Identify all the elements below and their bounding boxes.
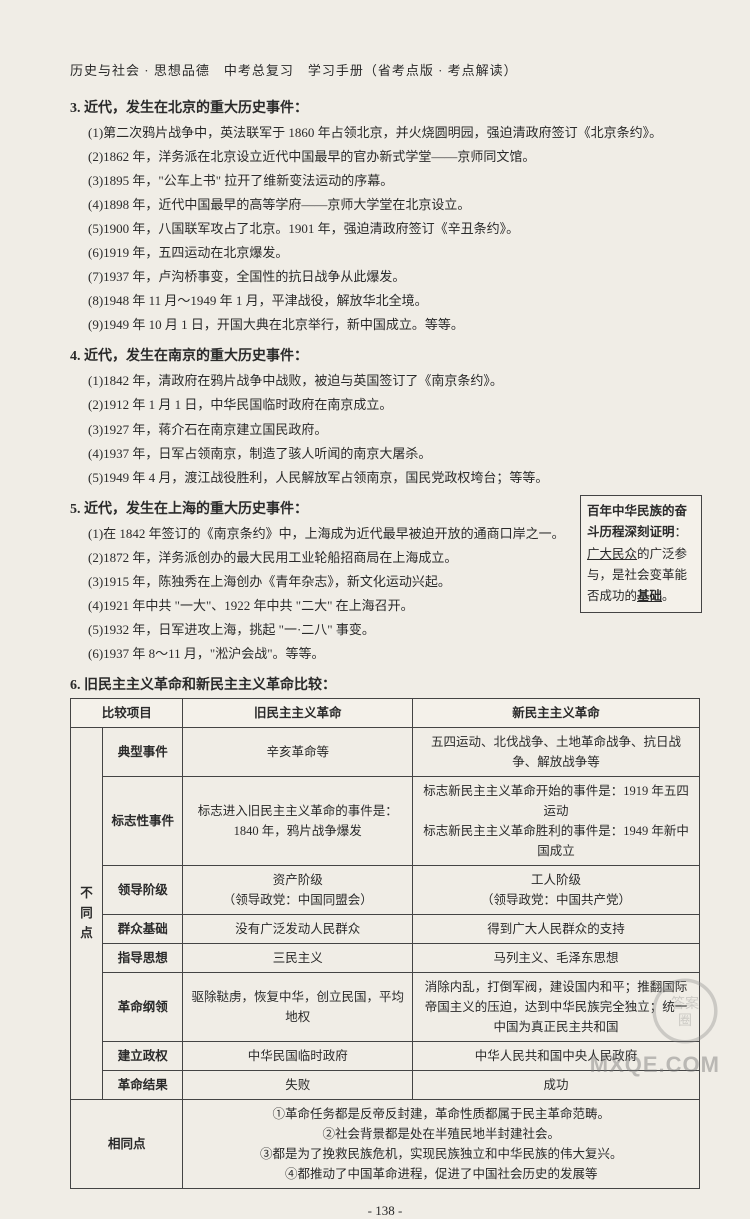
old-cell: 失败 bbox=[183, 1070, 413, 1099]
section-3-item: (5)1900 年，八国联军攻占了北京。1901 年，强迫清政府签订《辛丑条约》… bbox=[70, 217, 700, 241]
section-3-item: (9)1949 年 10 月 1 日，开国大典在北京举行，新中国成立。等等。 bbox=[70, 313, 700, 337]
table-row: 领导阶级资产阶级（领导政党：中国同盟会）工人阶级（领导政党：中国共产党） bbox=[71, 865, 700, 914]
section-5-item: (6)1937 年 8～11 月，"淞沪会战"。等等。 bbox=[70, 642, 700, 666]
new-cell: 得到广大人民群众的支持 bbox=[413, 914, 700, 943]
section-3-item: (6)1919 年，五四运动在北京爆发。 bbox=[70, 241, 700, 265]
old-cell: 中华民国临时政府 bbox=[183, 1041, 413, 1070]
old-cell: 驱除鞑虏，恢复中华，创立民国，平均地权 bbox=[183, 972, 413, 1041]
page-number: - 138 - bbox=[70, 1203, 700, 1219]
row-label: 典型事件 bbox=[103, 727, 183, 776]
new-cell: 工人阶级（领导政党：中国共产党） bbox=[413, 865, 700, 914]
section-4-title: 4. 近代，发生在南京的重大历史事件： bbox=[70, 345, 700, 365]
diff-group-label: 不同点 bbox=[71, 727, 103, 1099]
table-header-row: 比较项目 旧民主主义革命 新民主主义革命 bbox=[71, 698, 700, 727]
section-3-item: (4)1898 年，近代中国最早的高等学府——京师大学堂在北京设立。 bbox=[70, 193, 700, 217]
section-4-item: (5)1949 年 4 月，渡江战役胜利，人民解放军占领南京，国民党政权垮台；等… bbox=[70, 466, 700, 490]
callout-text: 百年中华民族的奋斗历程深刻证明 bbox=[587, 504, 687, 539]
section-3-item: (1)第二次鸦片战争中，英法联军于 1860 年占领北京，并火烧圆明园，强迫清政… bbox=[70, 121, 700, 145]
th-old: 旧民主主义革命 bbox=[183, 698, 413, 727]
callout-underline-1: 广大民众 bbox=[587, 547, 637, 561]
old-cell: 资产阶级（领导政党：中国同盟会） bbox=[183, 865, 413, 914]
table-row: 标志性事件标志进入旧民主主义革命的事件是：1840 年，鸦片战争爆发标志新民主主… bbox=[71, 776, 700, 865]
section-5-item: (5)1932 年，日军进攻上海，挑起 "一·二八" 事变。 bbox=[70, 618, 700, 642]
section-3-title: 3. 近代，发生在北京的重大历史事件： bbox=[70, 97, 700, 117]
section-3-item: (8)1948 年 11 月～1949 年 1 月，平津战役，解放华北全境。 bbox=[70, 289, 700, 313]
svg-text:答案: 答案 bbox=[671, 995, 699, 1012]
table-row: 指导思想三民主义马列主义、毛泽东思想 bbox=[71, 943, 700, 972]
same-label: 相同点 bbox=[71, 1099, 183, 1188]
th-new: 新民主主义革命 bbox=[413, 698, 700, 727]
section-3-item: (7)1937 年，卢沟桥事变，全国性的抗日战争从此爆发。 bbox=[70, 265, 700, 289]
row-label: 指导思想 bbox=[103, 943, 183, 972]
section-4-item: (1)1842 年，清政府在鸦片战争中战败，被迫与英国签订了《南京条约》。 bbox=[70, 369, 700, 393]
comparison-table: 比较项目 旧民主主义革命 新民主主义革命 不同点典型事件辛亥革命等五四运动、北伐… bbox=[70, 698, 700, 1189]
th-compare: 比较项目 bbox=[71, 698, 183, 727]
section-4-item: (4)1937 年，日军占领南京，制造了骇人听闻的南京大屠杀。 bbox=[70, 442, 700, 466]
old-cell: 没有广泛发动人民群众 bbox=[183, 914, 413, 943]
old-cell: 辛亥革命等 bbox=[183, 727, 413, 776]
table-row: 不同点典型事件辛亥革命等五四运动、北伐战争、土地革命战争、抗日战争、解放战争等 bbox=[71, 727, 700, 776]
row-label: 标志性事件 bbox=[103, 776, 183, 865]
new-cell: 马列主义、毛泽东思想 bbox=[413, 943, 700, 972]
section-4-item: (2)1912 年 1 月 1 日，中华民国临时政府在南京成立。 bbox=[70, 393, 700, 417]
watermark-badge-icon: 答案 圈 bbox=[650, 976, 720, 1046]
section-4-item: (3)1927 年，蒋介石在南京建立国民政府。 bbox=[70, 418, 700, 442]
same-content: ①革命任务都是反帝反封建，革命性质都属于民主革命范畴。②社会背景都是处在半殖民地… bbox=[183, 1099, 700, 1188]
new-cell: 五四运动、北伐战争、土地革命战争、抗日战争、解放战争等 bbox=[413, 727, 700, 776]
callout-end: 。 bbox=[662, 589, 675, 603]
watermark-text: MXQE.COM bbox=[590, 1052, 720, 1078]
section-3-item: (3)1895 年，"公车上书" 拉开了维新变法运动的序幕。 bbox=[70, 169, 700, 193]
row-label: 革命纲领 bbox=[103, 972, 183, 1041]
row-label: 领导阶级 bbox=[103, 865, 183, 914]
table-row: 群众基础没有广泛发动人民群众得到广大人民群众的支持 bbox=[71, 914, 700, 943]
new-cell: 标志新民主主义革命开始的事件是：1919 年五四运动标志新民主主义革命胜利的事件… bbox=[413, 776, 700, 865]
row-label: 建立政权 bbox=[103, 1041, 183, 1070]
row-label: 群众基础 bbox=[103, 914, 183, 943]
table-row: 革命纲领驱除鞑虏，恢复中华，创立民国，平均地权消除内乱，打倒军阀，建设国内和平；… bbox=[71, 972, 700, 1041]
svg-text:圈: 圈 bbox=[678, 1014, 692, 1029]
side-callout: 百年中华民族的奋斗历程深刻证明： 广大民众的广泛参与，是社会变革能否成功的基础。 bbox=[580, 495, 702, 613]
callout-underline-2: 基础 bbox=[637, 589, 662, 603]
doc-header: 历史与社会 · 思想品德 中考总复习 学习手册（省考点版 · 考点解读） bbox=[70, 60, 700, 79]
callout-colon: ： bbox=[675, 525, 688, 539]
table-same-row: 相同点 ①革命任务都是反帝反封建，革命性质都属于民主革命范畴。②社会背景都是处在… bbox=[71, 1099, 700, 1188]
section-6-title: 6. 旧民主主义革命和新民主主义革命比较： bbox=[70, 674, 700, 694]
row-label: 革命结果 bbox=[103, 1070, 183, 1099]
old-cell: 标志进入旧民主主义革命的事件是：1840 年，鸦片战争爆发 bbox=[183, 776, 413, 865]
section-3-item: (2)1862 年，洋务派在北京设立近代中国最早的官办新式学堂——京师同文馆。 bbox=[70, 145, 700, 169]
old-cell: 三民主义 bbox=[183, 943, 413, 972]
